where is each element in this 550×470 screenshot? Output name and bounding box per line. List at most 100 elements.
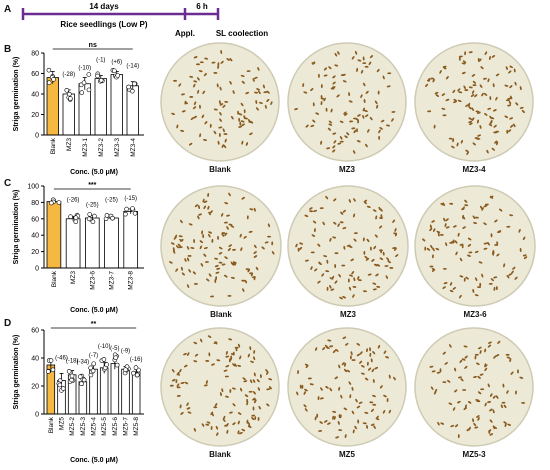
striga-seed bbox=[253, 349, 256, 354]
significance-label: ** bbox=[91, 321, 97, 328]
striga-seed bbox=[208, 352, 211, 357]
striga-seed bbox=[428, 78, 430, 83]
striga-seed bbox=[216, 267, 221, 270]
striga-seed bbox=[322, 347, 326, 351]
striga-seed bbox=[232, 387, 236, 390]
striga-seed bbox=[385, 275, 388, 280]
striga-seed bbox=[187, 411, 192, 414]
striga-seed bbox=[208, 273, 212, 277]
striga-seed bbox=[192, 106, 197, 110]
striga-seed bbox=[487, 107, 492, 110]
striga-seed bbox=[217, 235, 219, 240]
striga-seed bbox=[193, 427, 197, 432]
striga-seed bbox=[429, 265, 434, 268]
striga-seed bbox=[376, 263, 381, 267]
striga-seed bbox=[427, 110, 432, 113]
striga-seed bbox=[352, 150, 356, 154]
striga-seed bbox=[351, 271, 355, 275]
striga-seed bbox=[334, 64, 339, 67]
striga-seed bbox=[468, 86, 473, 89]
striga-seed bbox=[250, 360, 254, 363]
data-point bbox=[66, 369, 72, 374]
striga-seed bbox=[462, 226, 466, 229]
striga-seed bbox=[230, 225, 235, 228]
striga-seed bbox=[180, 382, 185, 385]
striga-seed bbox=[261, 246, 265, 250]
data-point bbox=[124, 206, 129, 212]
striga-seed bbox=[342, 295, 346, 299]
striga-seed bbox=[369, 55, 374, 59]
striga-seed bbox=[510, 124, 514, 128]
striga-seed bbox=[387, 72, 392, 75]
photo-label: MZ5 bbox=[339, 450, 355, 459]
striga-seed bbox=[462, 215, 466, 220]
striga-seed bbox=[474, 250, 479, 254]
striga-seed bbox=[511, 270, 514, 275]
striga-seed bbox=[193, 282, 198, 285]
striga-seed bbox=[237, 110, 239, 115]
striga-seed bbox=[203, 200, 208, 203]
striga-seed bbox=[441, 107, 446, 110]
striga-seed bbox=[432, 254, 434, 259]
striga-seed bbox=[177, 243, 181, 247]
petri-dish-svg bbox=[160, 42, 280, 162]
striga-seed bbox=[370, 358, 373, 363]
striga-seed bbox=[473, 376, 477, 379]
striga-seed bbox=[490, 278, 494, 282]
striga-seed bbox=[469, 122, 473, 126]
striga-seed bbox=[391, 118, 394, 122]
striga-seed bbox=[477, 346, 482, 350]
striga-seed bbox=[453, 98, 457, 102]
striga-seed bbox=[310, 266, 313, 270]
striga-seed bbox=[464, 204, 469, 207]
striga-seed bbox=[202, 90, 206, 95]
striga-seed bbox=[245, 142, 249, 146]
striga-seed bbox=[481, 273, 484, 278]
striga-seed bbox=[299, 246, 303, 251]
chart-panel-d: 0 20 40 60 Striga germination (%) Blank (-46) M… bbox=[13, 321, 144, 464]
y-tick-label: 40 bbox=[31, 356, 39, 363]
photo-label: MZ3 bbox=[339, 165, 355, 174]
striga-seed bbox=[267, 223, 270, 228]
chart-panel-b: 0 20 40 60 80 Striga germination (%) Blank (-28… bbox=[13, 42, 144, 176]
striga-seed bbox=[431, 220, 435, 223]
category-label-Blank: Blank bbox=[50, 137, 57, 154]
striga-seed bbox=[490, 119, 493, 124]
striga-seed bbox=[193, 115, 197, 119]
striga-seed bbox=[180, 411, 184, 415]
striga-seed bbox=[372, 403, 377, 406]
striga-seed bbox=[304, 388, 308, 392]
striga-seed bbox=[382, 409, 386, 414]
striga-seed bbox=[319, 397, 324, 400]
striga-seed bbox=[473, 222, 478, 225]
striga-seed bbox=[332, 415, 335, 420]
striga-seed bbox=[240, 102, 244, 107]
category-label-MZ3-1: MZ3-1 bbox=[82, 138, 89, 157]
category-label-MZ5-6: MZ5-6 bbox=[112, 417, 119, 436]
striga-seed bbox=[494, 219, 498, 223]
striga-seed bbox=[339, 136, 343, 140]
striga-seed bbox=[493, 286, 496, 291]
striga-seed bbox=[208, 231, 212, 234]
striga-seed bbox=[362, 114, 365, 119]
striga-seed bbox=[509, 85, 513, 89]
striga-seed bbox=[499, 208, 503, 212]
striga-seed bbox=[503, 404, 507, 409]
striga-seed bbox=[320, 140, 323, 145]
y-tick-label: 40 bbox=[31, 92, 39, 99]
striga-seed bbox=[523, 256, 528, 260]
data-point bbox=[77, 374, 83, 379]
striga-seed bbox=[201, 423, 205, 427]
striga-seed bbox=[205, 423, 210, 426]
striga-seed bbox=[341, 264, 346, 267]
striga-seed bbox=[371, 368, 375, 373]
striga-seed bbox=[221, 233, 225, 237]
striga-seed bbox=[369, 401, 374, 404]
striga-seed bbox=[344, 362, 347, 367]
striga-seed bbox=[509, 358, 512, 363]
striga-seed bbox=[454, 389, 458, 393]
x-axis-label: Conc. (5.0 μM) bbox=[70, 169, 118, 176]
striga-seed bbox=[193, 80, 198, 83]
striga-seed bbox=[472, 80, 476, 84]
bar-MZ3 bbox=[65, 218, 81, 269]
